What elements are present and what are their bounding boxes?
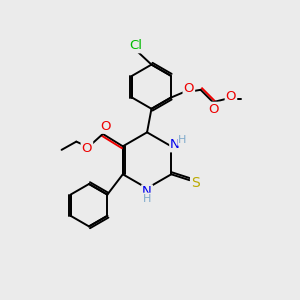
Text: N: N <box>170 138 180 151</box>
Text: H: H <box>178 135 187 145</box>
Text: O: O <box>82 142 92 154</box>
Text: O: O <box>226 90 236 103</box>
Text: O: O <box>208 103 219 116</box>
Text: H: H <box>143 194 151 204</box>
Text: Cl: Cl <box>129 39 142 52</box>
Text: O: O <box>100 120 111 133</box>
Text: O: O <box>184 82 194 95</box>
Text: N: N <box>142 185 152 198</box>
Text: S: S <box>191 176 200 190</box>
